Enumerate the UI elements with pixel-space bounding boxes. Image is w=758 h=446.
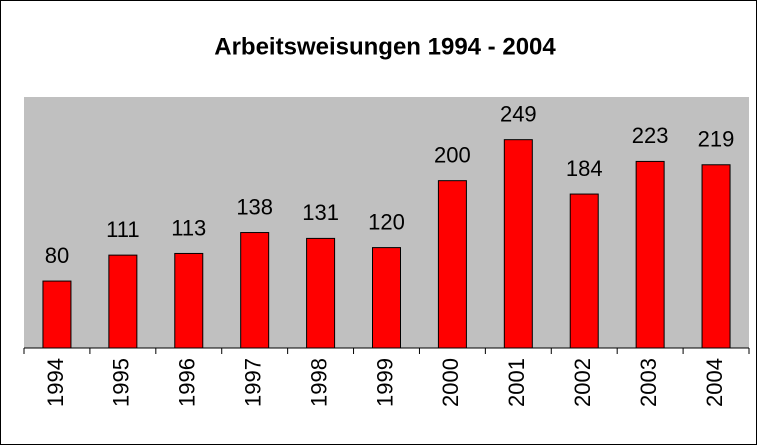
bar <box>372 247 401 349</box>
data-label: 113 <box>171 215 206 240</box>
bar <box>503 139 533 349</box>
x-tick-label: 1999 <box>372 358 397 407</box>
x-tick-label: 2002 <box>570 358 595 407</box>
data-label: 138 <box>236 194 273 219</box>
bar <box>108 254 138 349</box>
x-tick-label: 1998 <box>306 358 331 407</box>
bar <box>569 193 599 349</box>
bar <box>174 252 204 349</box>
x-tick-label: 1997 <box>240 358 265 407</box>
x-tick-label: 2003 <box>636 358 661 407</box>
data-label: 111 <box>106 217 139 242</box>
bar <box>240 232 270 349</box>
data-label: 223 <box>632 123 669 148</box>
x-tick-label: 1995 <box>109 358 134 407</box>
bar <box>701 164 731 349</box>
x-tick-label: 2004 <box>702 358 727 407</box>
x-tick-label: 1996 <box>175 358 200 407</box>
data-label: 200 <box>434 142 471 167</box>
x-tick-label: 1994 <box>43 358 68 407</box>
data-label: 80 <box>45 243 69 268</box>
bar <box>306 237 336 349</box>
chart-title: Arbeitsweisungen 1994 - 2004 <box>214 33 556 60</box>
x-tick-label: 2000 <box>438 358 463 407</box>
data-label: 184 <box>566 156 603 181</box>
bar <box>635 160 665 349</box>
data-label: 219 <box>698 127 735 152</box>
x-tick-label: 2001 <box>504 358 529 407</box>
data-label: 131 <box>302 200 339 225</box>
bar <box>437 180 467 349</box>
bar <box>42 280 72 349</box>
data-label: 120 <box>368 209 405 234</box>
data-label: 249 <box>500 101 537 126</box>
